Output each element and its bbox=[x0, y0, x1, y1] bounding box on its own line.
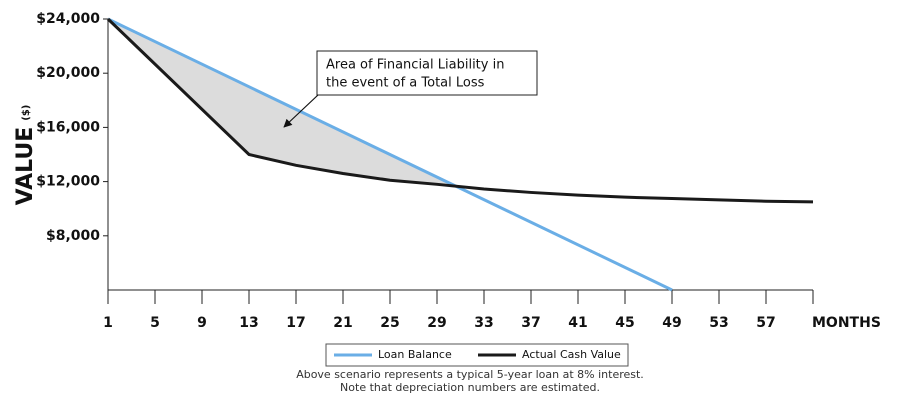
y-tick-label: $16,000 bbox=[36, 119, 100, 135]
x-tick-label: 49 bbox=[662, 315, 681, 331]
y-tick-label: $12,000 bbox=[36, 174, 100, 190]
y-axis-label: VALUE ($) bbox=[13, 105, 38, 206]
annotation-line: the event of a Total Loss bbox=[326, 76, 485, 91]
annotation-box bbox=[316, 50, 538, 96]
y-tick-label: $24,000 bbox=[36, 11, 100, 27]
y-label-text: VALUE bbox=[13, 127, 38, 206]
x-tick-label: 45 bbox=[615, 315, 634, 331]
x-axis-label: MONTHS bbox=[812, 315, 881, 331]
legend-label: Loan Balance bbox=[378, 348, 452, 361]
liability-area bbox=[108, 19, 672, 202]
x-tick-label: 29 bbox=[427, 315, 446, 331]
x-tick-label: 9 bbox=[197, 315, 207, 331]
x-tick-label: 21 bbox=[333, 315, 352, 331]
annotation-arrow bbox=[283, 94, 319, 128]
series-line bbox=[106, 17, 814, 204]
footnote: Note that depreciation numbers are estim… bbox=[340, 381, 600, 394]
x-tick-label: 57 bbox=[756, 315, 775, 331]
x-tick-label: 41 bbox=[568, 315, 587, 331]
y-unit: ($) bbox=[21, 105, 32, 121]
y-tick-label: $8,000 bbox=[46, 228, 100, 244]
x-tick-label: 1 bbox=[103, 315, 113, 331]
x-tick-label: 33 bbox=[474, 315, 493, 331]
x-tick-label: 13 bbox=[239, 315, 258, 331]
x-tick-label: 5 bbox=[150, 315, 160, 331]
legend bbox=[325, 343, 629, 367]
legend-label: Actual Cash Value bbox=[522, 348, 621, 361]
series-line bbox=[107, 17, 673, 292]
x-tick-label: 53 bbox=[709, 315, 728, 331]
x-tick-label: 37 bbox=[521, 315, 540, 331]
annotation-line: Area of Financial Liability in bbox=[326, 58, 504, 73]
y-tick-label: $20,000 bbox=[36, 65, 100, 81]
footnote: Above scenario represents a typical 5-ye… bbox=[296, 368, 644, 381]
x-tick-label: 25 bbox=[380, 315, 399, 331]
x-tick-label: 17 bbox=[286, 315, 305, 331]
